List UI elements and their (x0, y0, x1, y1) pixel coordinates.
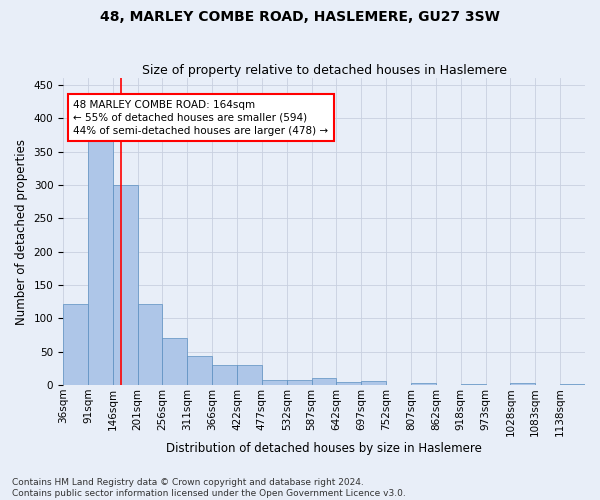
Bar (88, 135, 113, 385)
Bar (237, 365, 262, 385)
Bar (337, 382, 361, 385)
X-axis label: Distribution of detached houses by size in Haslemere: Distribution of detached houses by size … (166, 442, 482, 455)
Bar (137, 304, 163, 385)
Text: Contains HM Land Registry data © Crown copyright and database right 2024.
Contai: Contains HM Land Registry data © Crown c… (12, 478, 406, 498)
Y-axis label: Number of detached properties: Number of detached properties (15, 138, 28, 324)
Title: Size of property relative to detached houses in Haslemere: Size of property relative to detached ho… (142, 64, 506, 77)
Bar (560, 384, 585, 385)
Bar (262, 380, 287, 385)
Bar (461, 384, 485, 385)
Bar (411, 383, 436, 385)
Text: 48, MARLEY COMBE ROAD, HASLEMERE, GU27 3SW: 48, MARLEY COMBE ROAD, HASLEMERE, GU27 3… (100, 10, 500, 24)
Bar (187, 356, 212, 385)
Bar (511, 383, 535, 385)
Bar (63, 304, 88, 385)
Bar (163, 338, 187, 385)
Bar (287, 380, 311, 385)
Bar (361, 381, 386, 385)
Text: 48 MARLEY COMBE ROAD: 164sqm
← 55% of detached houses are smaller (594)
44% of s: 48 MARLEY COMBE ROAD: 164sqm ← 55% of de… (73, 100, 329, 136)
Bar (311, 378, 337, 385)
Bar (113, 185, 137, 385)
Bar (212, 365, 237, 385)
